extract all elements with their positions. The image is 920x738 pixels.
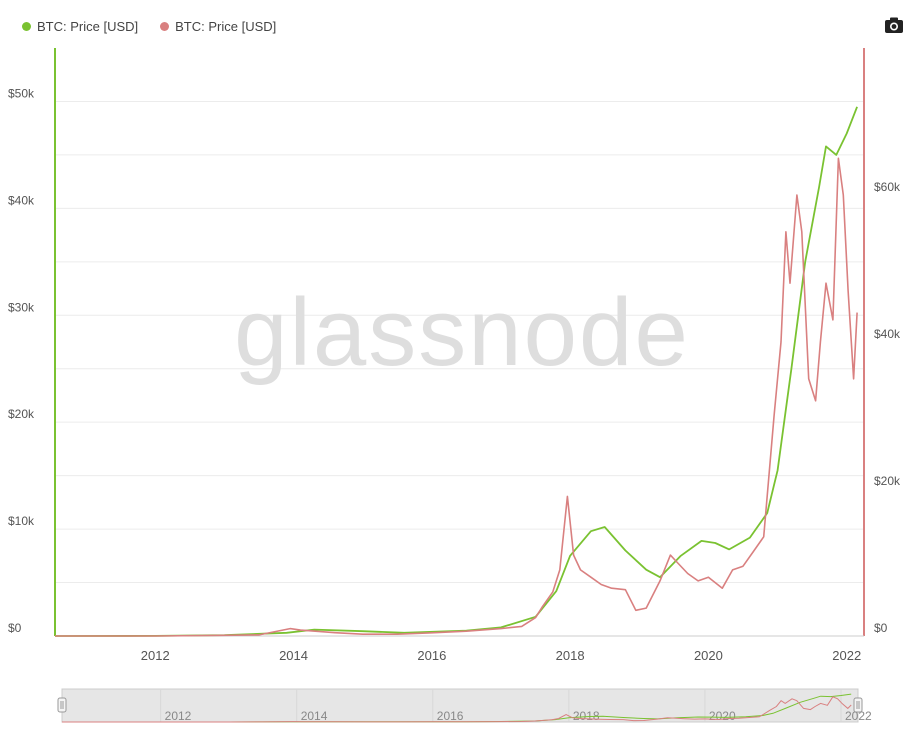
y-right-tick-label: $60k	[874, 180, 901, 194]
navigator-tick-label: 2020	[709, 709, 736, 723]
legend-dot-red	[160, 22, 170, 31]
camera-icon[interactable]	[884, 16, 904, 34]
x-tick-label: 2020	[694, 648, 723, 663]
navigator-handle-right[interactable]	[853, 697, 863, 713]
x-tick-label: 2012	[141, 648, 170, 663]
series-line-red	[55, 157, 858, 637]
y-left-tick-label: $10k	[8, 514, 35, 528]
y-left-tick-label: $0	[8, 621, 22, 635]
navigator-tick-label: 2022	[845, 709, 872, 723]
navigator: 2012 2014 2016 2018 2020 2022	[57, 688, 872, 723]
y-left-tick-label: $50k	[8, 86, 35, 100]
navigator-handle-left[interactable]	[57, 697, 67, 713]
y-left-tick-label: $30k	[8, 300, 35, 314]
watermark: glassnode	[234, 279, 690, 386]
chart-legend: BTC: Price [USD] BTC: Price [USD]	[22, 19, 276, 34]
navigator-tick-label: 2014	[301, 709, 328, 723]
navigator-series-red	[62, 696, 852, 723]
navigator-track	[61, 688, 859, 723]
y-right-tick-label: $0	[874, 621, 888, 635]
x-tick-label: 2016	[417, 648, 446, 663]
x-tick-label: 2018	[556, 648, 585, 663]
y-left-tick-label: $40k	[8, 193, 35, 207]
legend-item-series1[interactable]: BTC: Price [USD]	[22, 19, 138, 34]
series-group	[54, 106, 858, 637]
series-line-green	[54, 106, 858, 637]
legend-item-series2[interactable]: BTC: Price [USD]	[160, 19, 276, 34]
navigator-tick-label: 2016	[437, 709, 464, 723]
y-right-tick-label: $40k	[874, 327, 901, 341]
legend-label-series1: BTC: Price [USD]	[37, 19, 139, 34]
y-right-tick-label: $20k	[874, 474, 901, 488]
legend-label-series2: BTC: Price [USD]	[175, 19, 277, 34]
navigator-tick-label: 2012	[165, 709, 192, 723]
x-tick-label: 2014	[279, 648, 308, 663]
x-tick-label: 2022	[832, 648, 861, 663]
legend-dot-green	[22, 22, 31, 31]
y-left-tick-label: $20k	[8, 407, 35, 421]
